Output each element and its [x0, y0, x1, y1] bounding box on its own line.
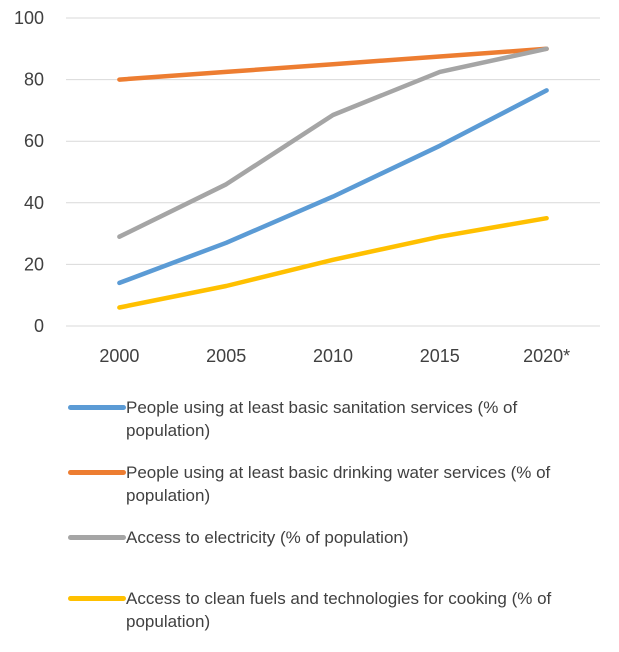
x-tick-label: 2010: [313, 346, 353, 366]
x-tick-label: 2020*: [523, 346, 570, 366]
y-tick-label: 60: [24, 131, 44, 151]
data-point: [545, 47, 549, 51]
legend-label: People using at least basic sanitation s…: [126, 398, 518, 440]
data-point: [331, 62, 335, 66]
data-point: [224, 70, 228, 74]
y-axis-tick-labels: 0 20 40 60 80 100: [14, 8, 44, 336]
legend-item: Access to clean fuels and technologies f…: [68, 587, 608, 633]
y-tick-label: 20: [24, 254, 44, 274]
legend-label: People using at least basic drinking wat…: [126, 463, 551, 505]
x-axis-tick-labels: 2000 2005 2010 2015 2020*: [99, 346, 570, 366]
legend-item: Access to electricity (% of population): [68, 526, 608, 549]
data-point: [438, 70, 442, 74]
legend: People using at least basic sanitation s…: [68, 396, 608, 652]
data-point: [438, 144, 442, 148]
data-point: [331, 113, 335, 117]
legend-item: People using at least basic sanitation s…: [68, 396, 608, 442]
x-tick-label: 2000: [99, 346, 139, 366]
data-point: [545, 88, 549, 92]
legend-swatch: [68, 535, 126, 540]
data-point: [117, 78, 121, 82]
x-tick-label: 2005: [206, 346, 246, 366]
legend-swatch: [68, 405, 126, 410]
series-line-1: [117, 88, 549, 286]
data-point: [117, 235, 121, 239]
data-point: [224, 182, 228, 186]
legend-label: Access to clean fuels and technologies f…: [126, 589, 552, 631]
data-point: [224, 284, 228, 288]
data-point: [438, 235, 442, 239]
plot-area: 0 20 40 60 80 100 2000 2005 2010 2015 2020*: [14, 8, 600, 366]
series-lines: [117, 46, 549, 310]
y-tick-label: 100: [14, 8, 44, 28]
legend-item: People using at least basic drinking wat…: [68, 461, 608, 507]
legend-swatch: [68, 596, 126, 601]
x-tick-label: 2015: [420, 346, 460, 366]
data-point: [438, 55, 442, 58]
legend-swatch: [68, 470, 126, 475]
data-point: [545, 216, 549, 220]
y-tick-label: 80: [24, 70, 44, 90]
data-point: [117, 306, 121, 310]
data-point: [331, 258, 335, 262]
y-tick-label: 40: [24, 193, 44, 213]
series-line-4: [117, 215, 549, 310]
data-point: [224, 241, 228, 245]
data-point: [331, 195, 335, 199]
data-point: [117, 281, 121, 285]
legend-label: Access to electricity (% of population): [126, 528, 409, 547]
y-tick-label: 0: [34, 316, 44, 336]
gridlines: [66, 17, 600, 327]
